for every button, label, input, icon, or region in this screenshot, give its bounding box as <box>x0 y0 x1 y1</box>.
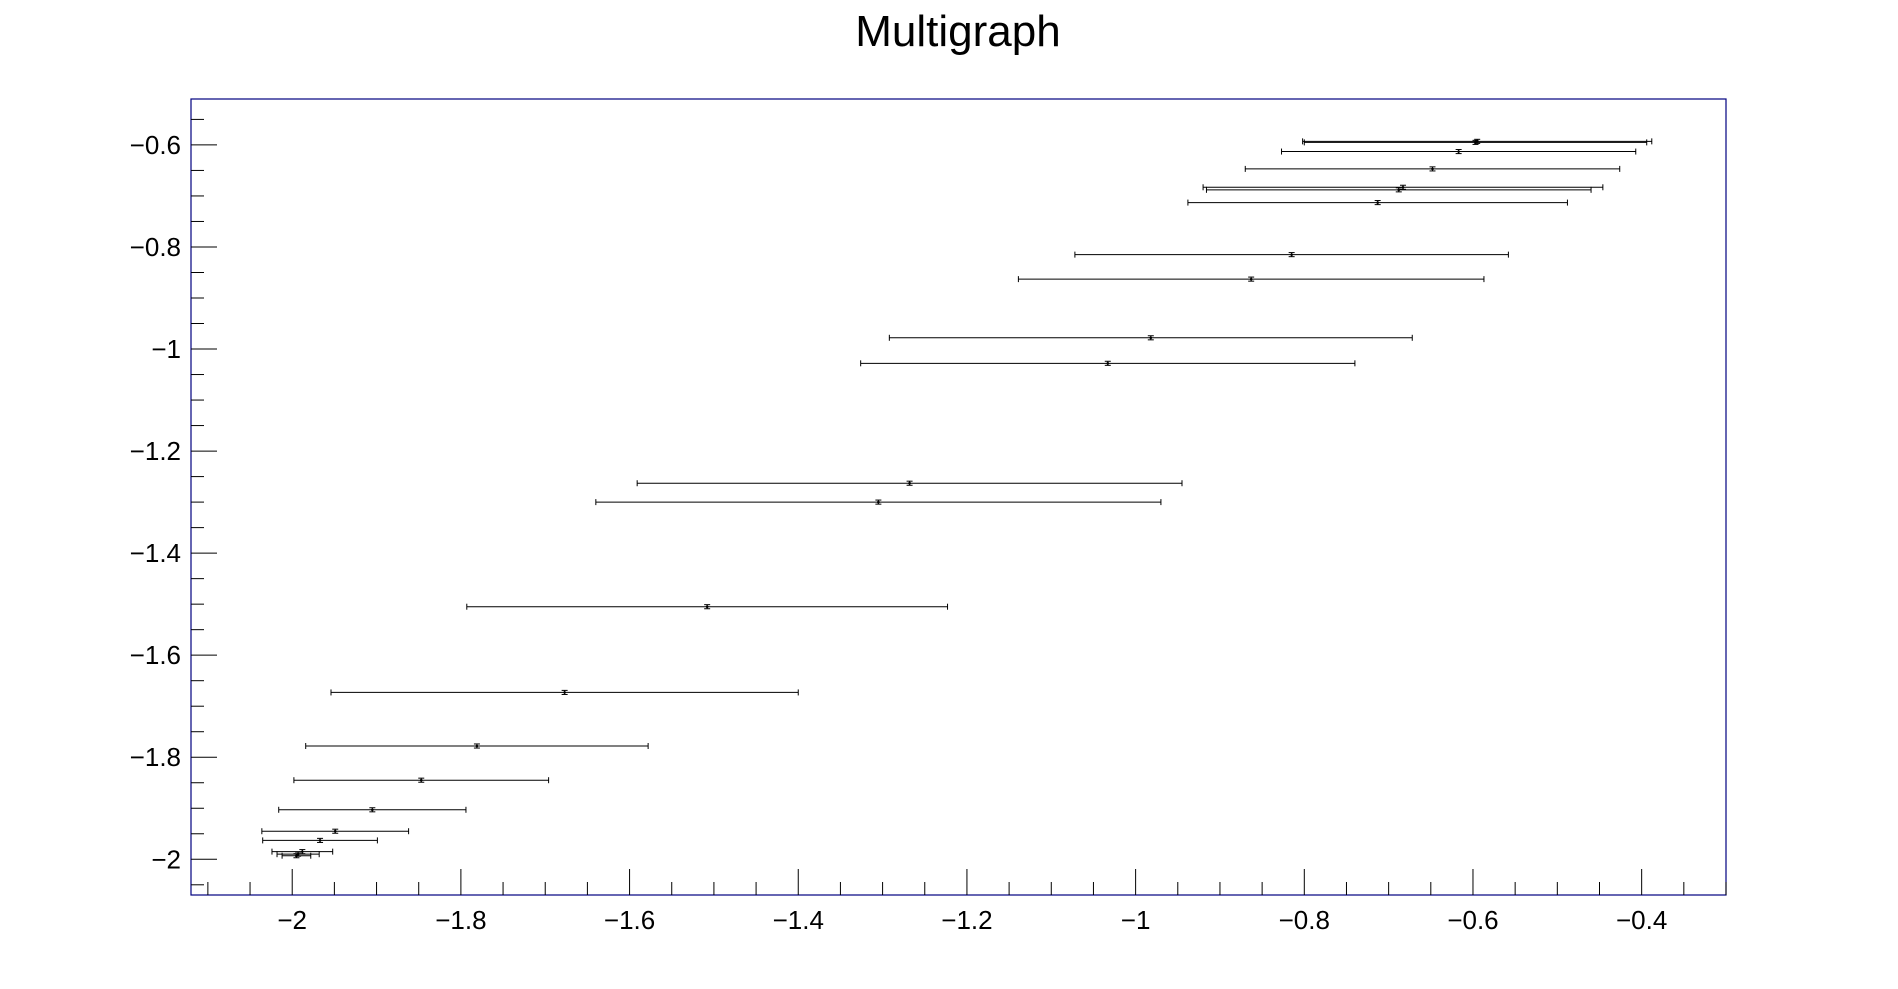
axes: −2 −1.8 −1.6 −1.4 −1.2 −1 −0.8 −0.6 −0.4 −0.6 −0.8… <box>130 98 1727 935</box>
data-marker <box>1290 253 1293 256</box>
data-marker <box>705 605 709 609</box>
data-point <box>1244 165 1621 172</box>
data-point <box>1017 276 1485 283</box>
data-point <box>293 777 550 784</box>
data-marker <box>1376 201 1379 204</box>
x-tick-label: −1 <box>1121 905 1151 935</box>
data-marker <box>1249 277 1253 281</box>
data-point <box>305 743 649 750</box>
data-point <box>860 360 1356 367</box>
y-tick-label: −0.8 <box>130 232 181 262</box>
data-point <box>262 837 378 844</box>
data-marker <box>1474 141 1477 144</box>
y-tick-label: −2 <box>151 844 181 874</box>
y-tick-label: −1.6 <box>130 640 181 670</box>
x-tick-label: −2 <box>277 905 307 935</box>
data-marker <box>371 808 374 812</box>
y-tick-label: −1.2 <box>130 436 181 466</box>
data-point <box>278 806 467 813</box>
data-marker <box>318 839 322 842</box>
chart-title: Multigraph <box>855 7 1060 56</box>
data-marker <box>908 481 911 485</box>
data-marker <box>295 854 298 858</box>
data-point <box>466 603 949 610</box>
x-tick-label: −1.4 <box>773 905 824 935</box>
data-point <box>281 852 312 859</box>
data-point <box>1187 199 1568 206</box>
y-tick-label: −1.4 <box>130 538 181 568</box>
data-marker <box>563 691 566 694</box>
data-marker <box>333 829 337 833</box>
x-tick-label: −0.6 <box>1447 905 1498 935</box>
data-points <box>261 138 1653 859</box>
data-marker <box>1149 336 1153 340</box>
data-point <box>271 848 334 855</box>
plot-frame <box>190 98 1727 896</box>
data-marker <box>1106 362 1110 365</box>
x-tick-label: −1.8 <box>435 905 486 935</box>
data-marker <box>1397 188 1401 192</box>
data-point <box>330 689 799 696</box>
x-tick-label: −1.2 <box>941 905 992 935</box>
x-tick-label: −0.8 <box>1279 905 1330 935</box>
data-point <box>1303 139 1648 146</box>
data-point <box>595 499 1162 506</box>
x-tick-label: −0.4 <box>1616 905 1667 935</box>
data-point <box>1202 184 1604 191</box>
data-marker <box>1431 167 1434 171</box>
y-tick-label: −1 <box>151 334 181 364</box>
x-tick-label: −1.6 <box>604 905 655 935</box>
data-point <box>636 480 1183 487</box>
data-marker <box>475 744 479 748</box>
data-marker <box>1401 185 1405 189</box>
y-tick-label: −0.6 <box>130 130 181 160</box>
data-point <box>1281 148 1637 155</box>
data-marker <box>877 500 880 504</box>
data-marker <box>419 778 423 782</box>
y-tick-label: −1.8 <box>130 742 181 772</box>
data-marker <box>1457 150 1460 153</box>
data-point <box>1205 186 1592 193</box>
data-point <box>888 334 1413 341</box>
data-point <box>1302 138 1653 145</box>
data-point <box>1074 251 1509 258</box>
data-marker <box>301 850 304 853</box>
data-point <box>261 828 410 835</box>
